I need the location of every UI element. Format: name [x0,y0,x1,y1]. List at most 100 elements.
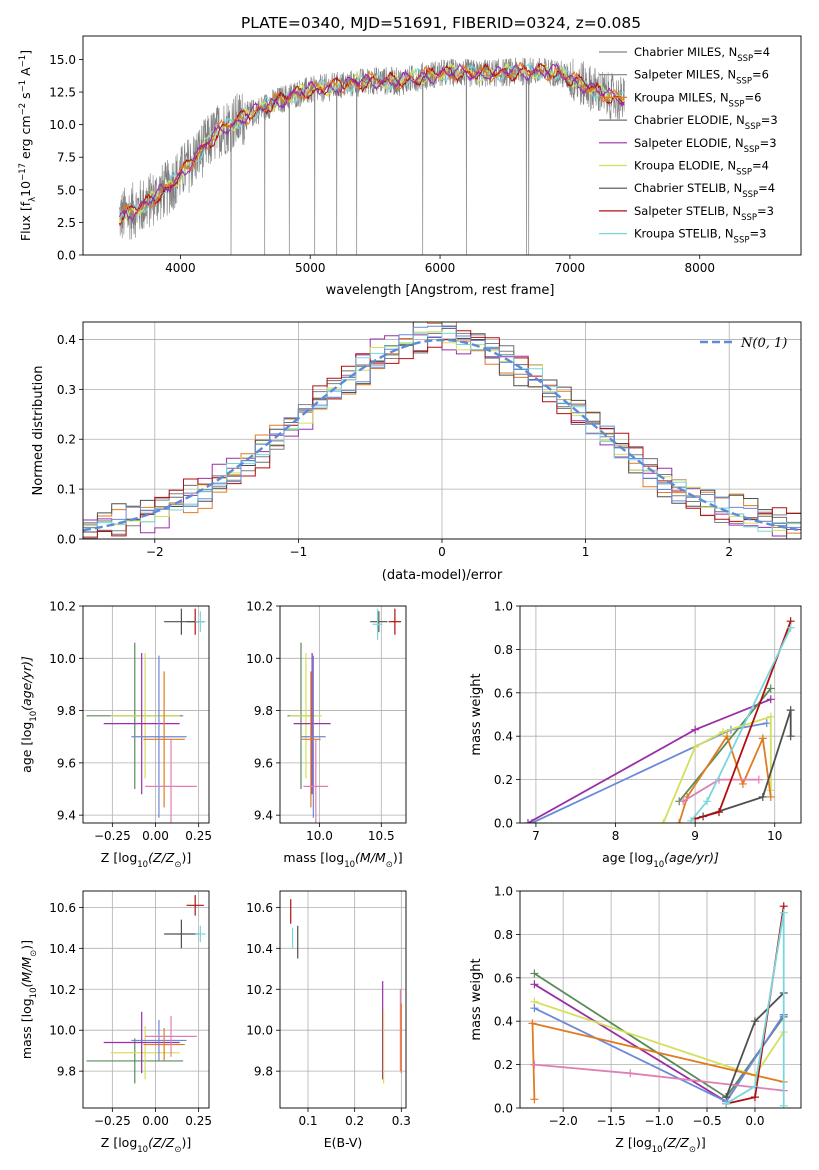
histogram-step [83,322,801,534]
label-part: SSP [742,190,758,200]
label-part: =3 [760,136,777,150]
y-tick-label: 7.5 [57,151,76,165]
x-tick-label: 5000 [295,261,326,275]
x-tick-label: 0.00 [142,829,169,843]
label-part: =6 [752,68,769,82]
y-tick-label: 0.0 [57,249,76,263]
weight-marker [766,712,775,721]
legend-entry: Kroupa MILES, NSSP=6 [634,90,761,109]
x-tick-label: −0.5 [692,1114,721,1128]
y-tick-label: 10.0 [246,1024,273,1038]
axes-frame [279,890,407,1109]
weight-marker [718,727,727,736]
spectrum-panel: 4000 5000 6000 7000 8000 0.0 2.5 5.0 7.5 10.0 12.5… [18,35,802,298]
label-part: ] [18,50,33,55]
y-tick-label: 0.3 [57,383,76,397]
weight-marker [754,775,763,784]
x-tick-label: −2 [146,545,164,559]
weight-marker [758,792,767,801]
y-tick-label: 0.6 [494,686,513,700]
label-part: Chabrier MILES, N [634,45,737,59]
y-axis-label: Flux [fλ10−17 erg cm−2 s−1 A−1] [18,50,38,241]
axes-frame [519,890,802,1109]
label-part: =6 [744,90,761,104]
y-tick-label: 9.4 [254,809,273,823]
legend-entry: Salpeter MILES, NSSP=6 [634,68,769,87]
y-tick-label: 10.4 [49,942,76,956]
label-part: Chabrier ELODIE, N [634,113,745,127]
label-part: (age/yr)] [664,850,719,865]
label-part: )] [181,1135,191,1150]
y-tick-label: 10.2 [49,983,76,997]
label-part: )] [19,940,34,950]
label-part: =3 [761,113,778,127]
weight-marker [703,797,712,806]
label-part: 10 [29,987,39,998]
y-tick-label: 5.0 [57,183,76,197]
y-tick-label: 9.4 [57,809,76,823]
legend-entry: Chabrier ELODIE, NSSP=3 [634,113,778,132]
x-tick-label: 0.2 [345,1114,364,1128]
label-part: =4 [753,45,770,59]
label-part: (age/yr)] [19,656,34,711]
weight-marker [750,1093,759,1102]
x-tick-label: 0.25 [185,829,212,843]
y-tick-label: 10.0 [49,1024,76,1038]
label-part: mass [log [283,850,344,865]
weight-marker [530,969,539,978]
y-tick-label: 1.0 [494,600,513,614]
label-part: Kroupa MILES, N [634,90,729,104]
y-tick-label: 0.4 [494,730,513,744]
weight-marker [679,797,688,806]
label-part: 10 [653,860,664,870]
x-tick-label: −2.0 [549,1114,578,1128]
histogram-step [83,330,801,538]
legend-entry: Kroupa STELIB, NSSP=3 [634,227,766,246]
age-vs-metallicity-panel: −0.25 0.00 0.259.49.69.810.010.2Z [log10(Z… [19,600,212,871]
y-tick-label: 2.5 [57,216,76,230]
x-axis-label: Z [log10(Z/Z⊙)] [101,850,191,870]
label-part: (M/M [355,850,386,865]
label-part: ⊙ [689,1145,696,1155]
label-part: )] [393,850,403,865]
y-tick-label: 10.2 [49,600,76,614]
weight-marker [766,695,775,704]
y-tick-label: 12.5 [49,86,76,100]
weight-marker [691,743,700,752]
label-part: −1 [18,80,28,93]
label-part: =3 [749,227,766,241]
model-line [119,62,625,222]
label-part: −1 [18,55,28,68]
mass-vs-metallicity-panel: −0.25 0.00 0.259.810.010.210.410.6Z [log10… [19,890,212,1155]
weight-line [662,715,772,823]
x-tick-label: 0.00 [142,1114,169,1128]
axes-frame [519,605,802,824]
y-tick-label: 0.2 [57,433,76,447]
legend-label-part: N(0, 1) [740,336,787,351]
weight-marker [659,819,668,823]
label-part: 10 [137,860,148,870]
weight-marker [626,1069,635,1078]
label-part: Kroupa STELIB, N [634,227,734,241]
label-part: Flux [f [18,201,33,241]
weight-marker [786,706,795,715]
label-part: mass [log [19,998,34,1059]
y-tick-label: 9.8 [57,1065,76,1079]
residual-plot-area [83,322,801,539]
y-axis-label: mass weight [469,673,484,755]
y-tick-label: 10.6 [246,901,273,915]
weight-marker [750,1017,759,1026]
scatter-plot-area [86,608,206,823]
label-part: −17 [18,163,28,181]
label-part: ⊙ [174,1145,181,1155]
normal-curve [83,338,801,532]
weight-marker [691,725,700,734]
spectrum-legend: Chabrier MILES, N SSP =4 Salpeter MILES, NS… [599,45,778,246]
scatter-plot-area [86,895,206,1084]
label-part: ⊙ [29,950,39,957]
x-tick-label: 10.5 [368,829,395,843]
x-tick-label: 0.3 [392,1114,411,1128]
y-tick-label: 0.0 [494,1102,513,1116]
x-tick-label: −0.25 [94,829,131,843]
